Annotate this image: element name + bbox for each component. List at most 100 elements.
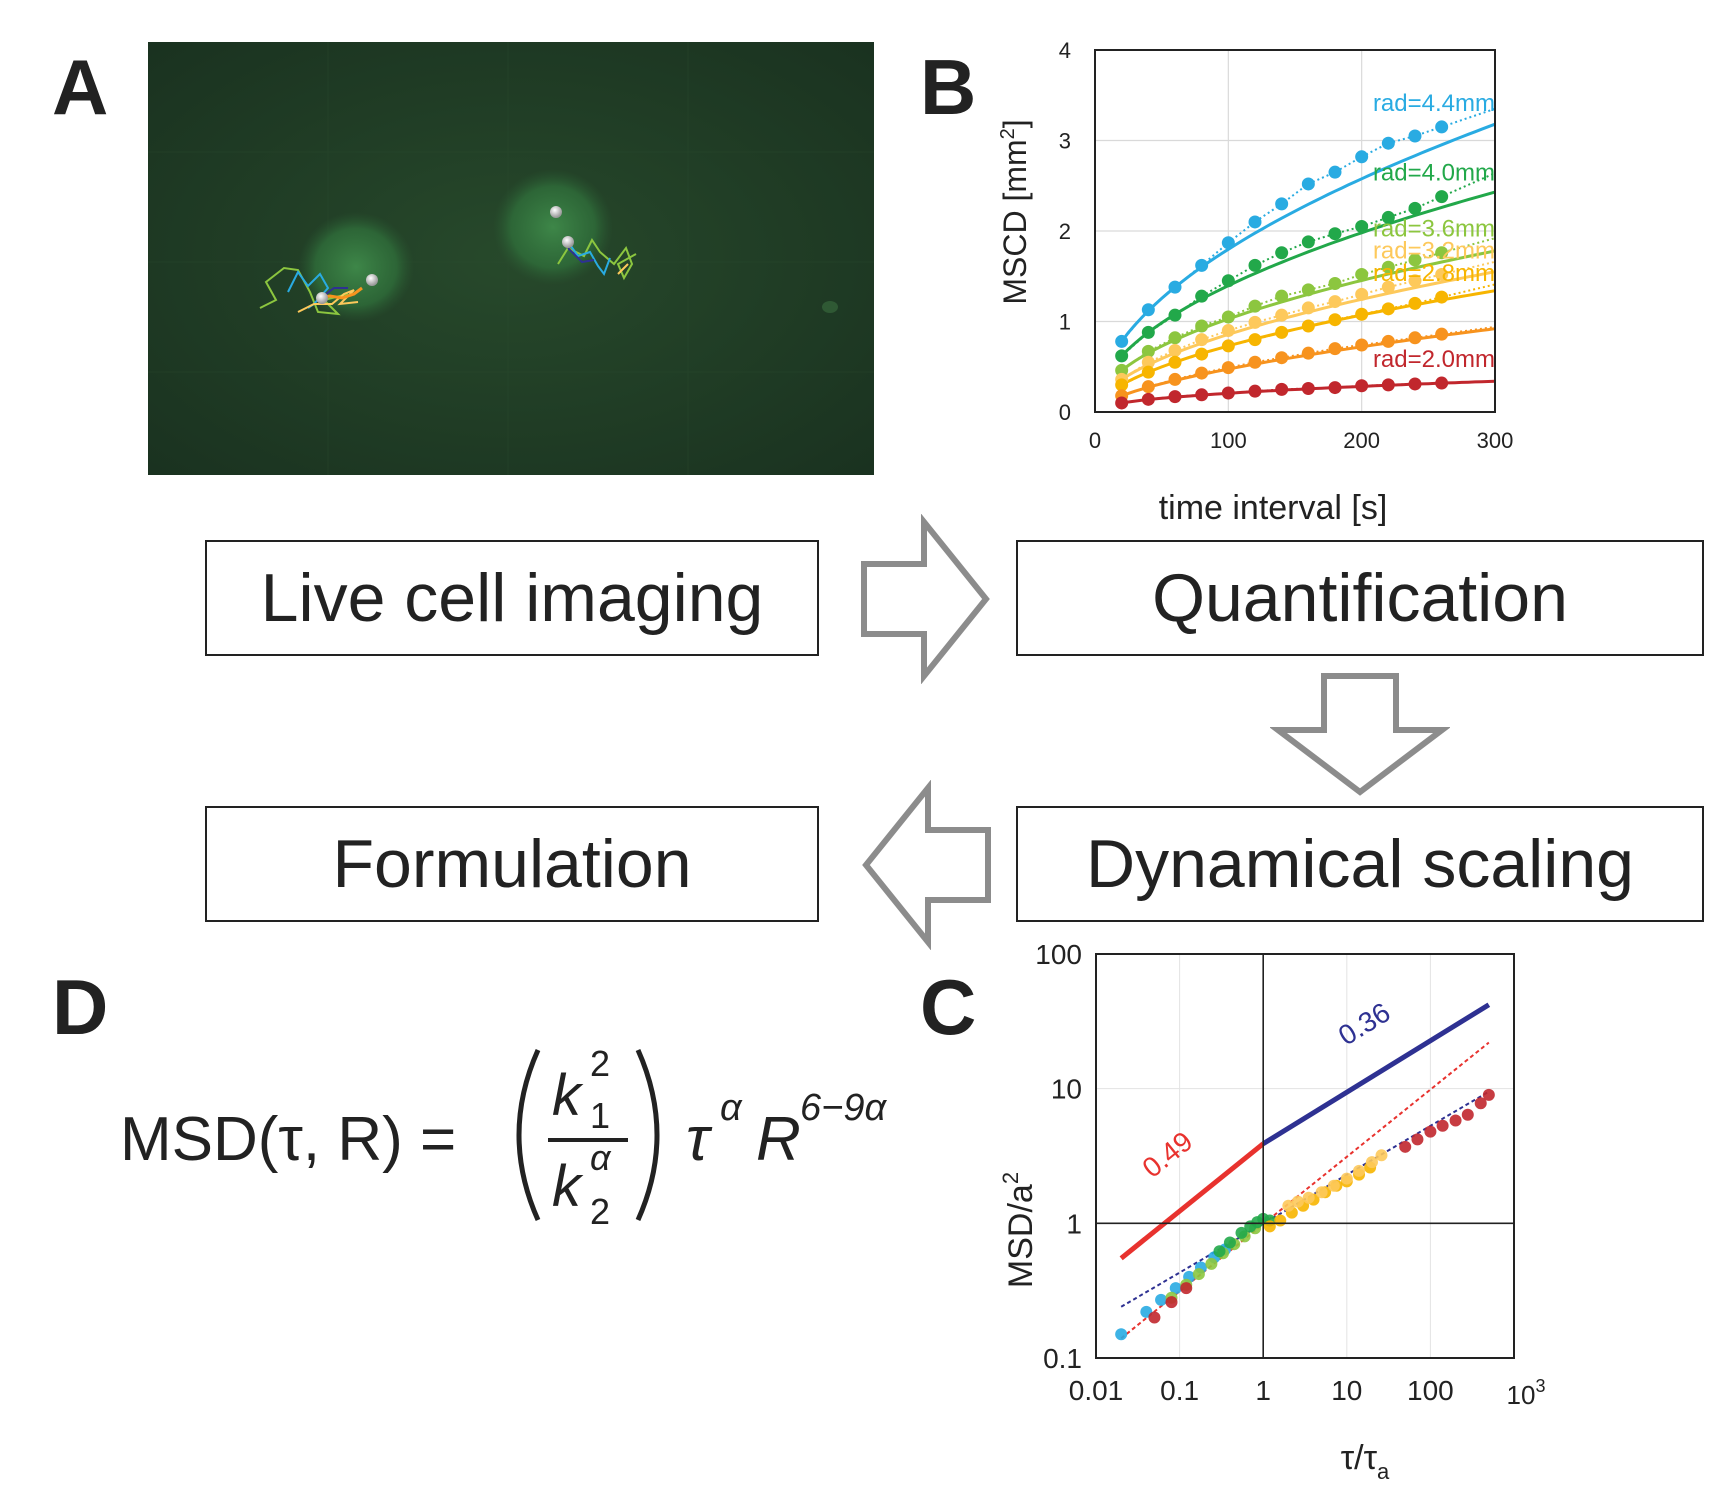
data-point — [1302, 320, 1315, 333]
x-tick-label: 100 — [1407, 1375, 1454, 1406]
data-point — [1409, 297, 1422, 310]
data-point — [1462, 1109, 1474, 1121]
data-point — [1195, 259, 1208, 272]
arrow-down — [1270, 670, 1450, 798]
data-point — [1302, 235, 1315, 248]
data-point — [1148, 1311, 1160, 1323]
locus — [316, 292, 328, 304]
svg-text:R: R — [756, 1105, 801, 1174]
microscopy-image — [148, 42, 874, 475]
data-point — [1303, 1192, 1315, 1204]
data-point — [1195, 367, 1208, 380]
msd-equation: MSD(τ, R) = k 2 1 k α 2 τ α R 6−9α — [120, 1010, 940, 1250]
data-point — [1169, 309, 1182, 322]
data-point — [1142, 303, 1155, 316]
data-point — [1222, 310, 1235, 323]
data-point — [1316, 1186, 1328, 1198]
data-point — [1437, 1120, 1449, 1132]
data-point — [1399, 1141, 1411, 1153]
data-point — [1302, 347, 1315, 360]
locus — [562, 236, 574, 248]
data-point — [1142, 366, 1155, 379]
data-point — [1329, 381, 1342, 394]
data-point — [1409, 377, 1422, 390]
y-tick-label: 3 — [1059, 129, 1071, 154]
svg-text:τ: τ — [686, 1105, 713, 1174]
y-tick-label: 0 — [1059, 400, 1071, 425]
x-tick-label: 0.01 — [1069, 1375, 1124, 1406]
data-point — [1222, 361, 1235, 374]
data-point — [1115, 335, 1128, 348]
data-point — [1355, 308, 1368, 321]
data-point — [1169, 281, 1182, 294]
data-point — [1435, 291, 1448, 304]
y-tick-label: 100 — [1035, 939, 1082, 970]
svg-text:k: k — [552, 1063, 584, 1128]
data-point — [1411, 1133, 1423, 1145]
panel-label-d: D — [52, 968, 108, 1046]
chart-scaling: 0.490.36 0.01 0.1 1 10 100 1030.1110100 τ/τa … — [990, 934, 1700, 1490]
data-point — [1249, 259, 1262, 272]
data-point — [1382, 378, 1395, 391]
slope-label: 0.36 — [1333, 996, 1396, 1051]
data-point — [1275, 290, 1288, 303]
panel-label-a: A — [52, 48, 108, 126]
data-point — [1195, 333, 1208, 346]
data-point — [1264, 1220, 1276, 1232]
locus — [366, 274, 378, 286]
x-tick-label: 103 — [1507, 1376, 1546, 1410]
svg-text:α: α — [720, 1087, 743, 1129]
x-tick-label: 100 — [1210, 428, 1247, 453]
series-label: rad=4.4mm — [1373, 90, 1495, 117]
data-point — [1195, 290, 1208, 303]
data-point — [1195, 348, 1208, 361]
data-point — [1329, 295, 1342, 308]
svg-text:1: 1 — [590, 1095, 610, 1136]
data-point — [1213, 1245, 1225, 1257]
data-point — [1249, 356, 1262, 369]
svg-text:6−9α: 6−9α — [800, 1087, 887, 1129]
arrow-left — [858, 780, 994, 950]
data-point — [1375, 1149, 1387, 1161]
svg-text:α: α — [590, 1137, 612, 1178]
data-point — [1222, 236, 1235, 249]
y-tick-label: 4 — [1059, 38, 1071, 63]
x-tick-label: 0.1 — [1160, 1375, 1199, 1406]
data-point — [1275, 383, 1288, 396]
data-point — [1222, 339, 1235, 352]
data-point — [1329, 313, 1342, 326]
data-point — [1382, 137, 1395, 150]
y-tick-label: 10 — [1051, 1074, 1082, 1105]
data-point — [1329, 166, 1342, 179]
data-point — [1302, 382, 1315, 395]
data-point — [1224, 1237, 1236, 1249]
data-point — [1275, 326, 1288, 339]
data-point — [1274, 1214, 1286, 1226]
data-point — [1302, 177, 1315, 190]
data-point — [1249, 385, 1262, 398]
data-point — [1435, 328, 1448, 341]
data-point — [1292, 1196, 1304, 1208]
step-quantification: Quantification — [1016, 540, 1704, 656]
data-point — [1329, 227, 1342, 240]
data-point — [1275, 351, 1288, 364]
slope-label: 0.49 — [1136, 1125, 1198, 1183]
data-point — [1302, 301, 1315, 314]
panel-label-b: B — [920, 48, 976, 126]
y-tick-label: 0.1 — [1043, 1343, 1082, 1374]
step-dynamical-scaling: Dynamical scaling — [1016, 806, 1704, 922]
y-axis-label: MSD/a2 — [998, 1172, 1040, 1288]
data-point — [1195, 388, 1208, 401]
svg-text:k: k — [552, 1154, 584, 1219]
data-point — [1193, 1268, 1205, 1280]
data-point — [1483, 1089, 1495, 1101]
data-point — [1155, 1294, 1167, 1306]
series-label: rad=4.0mm — [1373, 160, 1495, 187]
data-point — [1409, 202, 1422, 215]
y-tick-label: 1 — [1066, 1208, 1082, 1239]
data-point — [1329, 277, 1342, 290]
data-point — [1142, 393, 1155, 406]
x-tick-label: 300 — [1477, 428, 1514, 453]
x-axis-label: time interval [s] — [1159, 489, 1388, 527]
data-point — [1355, 379, 1368, 392]
